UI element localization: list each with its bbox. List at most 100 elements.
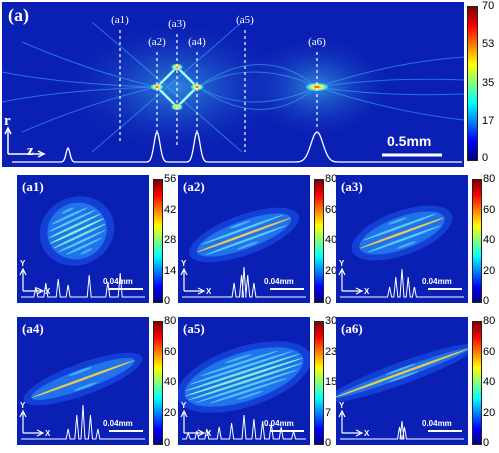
subpanel-colorbar (314, 321, 324, 445)
subpanel-colorbar-tick: 23 (325, 345, 338, 358)
main-colorbar-tick: 70 (482, 0, 495, 12)
beam-spot (189, 207, 299, 263)
subpanel-colorbar-tick: 0 (325, 437, 332, 449)
subpanel-5: (a5) Y X 0.04mm (178, 317, 310, 445)
subpanel-scale-label: 0.04mm (103, 419, 133, 428)
subpanel-colorbar-tick: 15 (325, 376, 338, 388)
beam-spot (23, 352, 143, 406)
subpanel-colorbar-tick: 7 (325, 406, 332, 419)
subpanel-axis-x: X (364, 287, 370, 296)
subpanel-profile-curve (21, 272, 145, 298)
subpanel-field-image (178, 341, 310, 440)
subpanel-field-image (336, 343, 468, 440)
main-glow-left (57, 17, 297, 157)
subpanel-axis-y: Y (181, 259, 187, 268)
subpanel-colorbar-tick: 80 (325, 173, 338, 185)
subpanel-colorbar-tick: 0 (483, 295, 490, 307)
marker-a5: (a5) (236, 14, 254, 26)
subpanel-colorbar-tick: 40 (483, 376, 496, 388)
subpanel-field-image (180, 207, 306, 298)
subpanel-colorbar-tick: 28 (164, 234, 177, 246)
subpanel-4: (a4) Y X 0.04mm (17, 317, 149, 445)
subpanel-colorbar-tick: 0 (325, 295, 332, 307)
hotspot-a4 (189, 83, 205, 91)
marker-a6: (a6) (308, 36, 326, 48)
subpanel-colorbar-tick: 20 (325, 264, 338, 277)
subpanel-colorbar-tick: 80 (483, 173, 496, 185)
subpanel-colorbar-tick: 80 (483, 315, 496, 327)
subpanel-label: (a2) (183, 179, 205, 194)
subpanel-axis-y: Y (181, 401, 187, 410)
beam-spot (178, 341, 310, 413)
subpanel-3: (a3) Y X 0.04mm (336, 175, 468, 303)
subpanel-field-image (19, 352, 145, 440)
subpanel-label: (a6) (341, 321, 363, 336)
main-axes (4, 126, 46, 158)
subpanel-axes (180, 267, 206, 295)
axis-r-label: r (4, 113, 11, 129)
main-colorbar (467, 6, 478, 161)
beam-spot (39, 196, 115, 266)
subpanel-scale-label: 0.04mm (264, 419, 294, 428)
main-rays (2, 21, 464, 153)
subpanel-colorbar (472, 179, 482, 303)
hotspot-a2 (149, 83, 165, 91)
marker-lines (119, 30, 318, 152)
subpanel-6: (a6) Y X 0.04mm (336, 317, 468, 445)
subpanel-colorbar (314, 179, 324, 303)
subpanel-colorbar-tick: 60 (164, 345, 177, 358)
subpanel-colorbar-tick: 20 (164, 406, 177, 419)
subpanel-colorbar-tick: 0 (164, 295, 171, 307)
subpanel-colorbar (472, 321, 482, 445)
subpanel-axis-y: Y (20, 259, 26, 268)
subpanel-axes (180, 409, 206, 437)
subpanel-colorbar-tick: 42 (164, 203, 177, 216)
subpanel-axis-y: Y (339, 401, 345, 410)
subpanel-scale-label: 0.04mm (264, 277, 294, 286)
subpanel-axes (338, 409, 364, 437)
main-colorbar-tick: 0 (482, 152, 489, 164)
subpanel-axis-x: X (45, 429, 51, 438)
main-colorbar-tick: 17 (482, 115, 495, 127)
subpanel-field-image (19, 196, 145, 298)
subpanel-colorbar-tick: 14 (164, 264, 177, 277)
main-field-image (2, 17, 464, 163)
subpanel-colorbar-tick: 80 (164, 315, 177, 327)
subpanel-profile-curve (182, 266, 306, 298)
main-panel-label: (a) (8, 5, 29, 25)
subpanel-label: (a3) (341, 179, 363, 194)
subpanel-colorbar-tick: 30 (325, 315, 338, 327)
subpanel-colorbar-tick: 20 (483, 264, 496, 277)
subpanel-profile-curve (340, 420, 464, 440)
subpanel-colorbar-tick: 40 (164, 376, 177, 388)
subpanel-axis-x: X (45, 287, 51, 296)
subpanel-colorbar-tick: 60 (483, 203, 496, 216)
subpanel-colorbar-tick: 60 (325, 203, 338, 216)
subpanel-colorbar-tick: 0 (483, 437, 490, 449)
main-scale-label: 0.5mm (387, 133, 432, 149)
marker-a3: (a3) (168, 18, 186, 30)
subpanel-label: (a4) (22, 321, 44, 336)
subpanel-profile-curve (340, 268, 464, 298)
subpanel-axis-x: X (364, 429, 370, 438)
subpanel-scale-label: 0.04mm (103, 277, 133, 286)
beam-spot (336, 343, 468, 403)
subpanel-axes (19, 267, 45, 295)
marker-a4: (a4) (188, 36, 206, 48)
subpanel-axis-y: Y (339, 259, 345, 268)
subpanel-label: (a5) (183, 321, 205, 336)
axis-z-label: z (27, 143, 34, 159)
main-profile-curve (12, 130, 462, 163)
subpanel-colorbar-tick: 60 (483, 345, 496, 358)
subpanel-scale-label: 0.04mm (422, 419, 452, 428)
hotspot-a6 (303, 82, 331, 92)
subpanel-axis-y: Y (20, 401, 26, 410)
marker-a2: (a2) (148, 36, 166, 48)
subpanel-2: (a2) Y X 0.04mm (178, 175, 310, 303)
subpanel-colorbar-tick: 40 (325, 234, 338, 246)
subpanel-label: (a1) (22, 179, 44, 194)
subpanel-axes (338, 267, 364, 295)
subpanel-colorbar-tick: 56 (164, 173, 177, 185)
subpanel-colorbar-tick: 0 (164, 437, 171, 449)
subpanel-axis-x: X (206, 429, 212, 438)
